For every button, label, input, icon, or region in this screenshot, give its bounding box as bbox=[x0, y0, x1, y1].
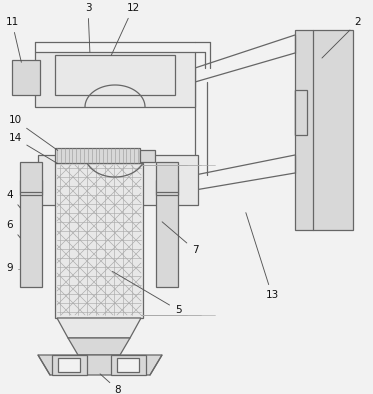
Bar bbox=[38, 155, 198, 205]
Bar bbox=[20, 162, 42, 192]
Text: 8: 8 bbox=[100, 374, 121, 394]
Text: 14: 14 bbox=[8, 133, 57, 164]
Text: 12: 12 bbox=[111, 3, 140, 56]
Bar bbox=[55, 148, 140, 163]
Text: 6: 6 bbox=[7, 220, 20, 238]
Text: 11: 11 bbox=[5, 17, 21, 62]
Bar bbox=[156, 192, 178, 287]
Bar bbox=[12, 60, 40, 95]
Text: 3: 3 bbox=[85, 3, 91, 52]
Bar bbox=[295, 90, 307, 135]
Text: 13: 13 bbox=[246, 213, 279, 300]
Bar bbox=[140, 150, 155, 162]
Text: 5: 5 bbox=[112, 271, 181, 315]
Bar bbox=[20, 192, 42, 287]
Bar bbox=[156, 162, 178, 192]
Bar bbox=[295, 30, 353, 230]
Bar bbox=[58, 358, 80, 372]
Text: 7: 7 bbox=[162, 222, 198, 255]
Bar bbox=[111, 355, 146, 375]
Polygon shape bbox=[68, 338, 130, 355]
Bar bbox=[55, 163, 143, 318]
Text: 10: 10 bbox=[9, 115, 58, 151]
Bar bbox=[55, 55, 175, 95]
Polygon shape bbox=[38, 355, 162, 375]
Bar bbox=[52, 355, 87, 375]
Bar bbox=[20, 180, 42, 195]
Bar bbox=[117, 358, 139, 372]
Text: 4: 4 bbox=[7, 190, 20, 208]
Polygon shape bbox=[57, 318, 141, 338]
Text: 2: 2 bbox=[322, 17, 361, 58]
Bar bbox=[156, 180, 178, 195]
Bar bbox=[35, 52, 195, 107]
Text: 9: 9 bbox=[7, 263, 19, 273]
